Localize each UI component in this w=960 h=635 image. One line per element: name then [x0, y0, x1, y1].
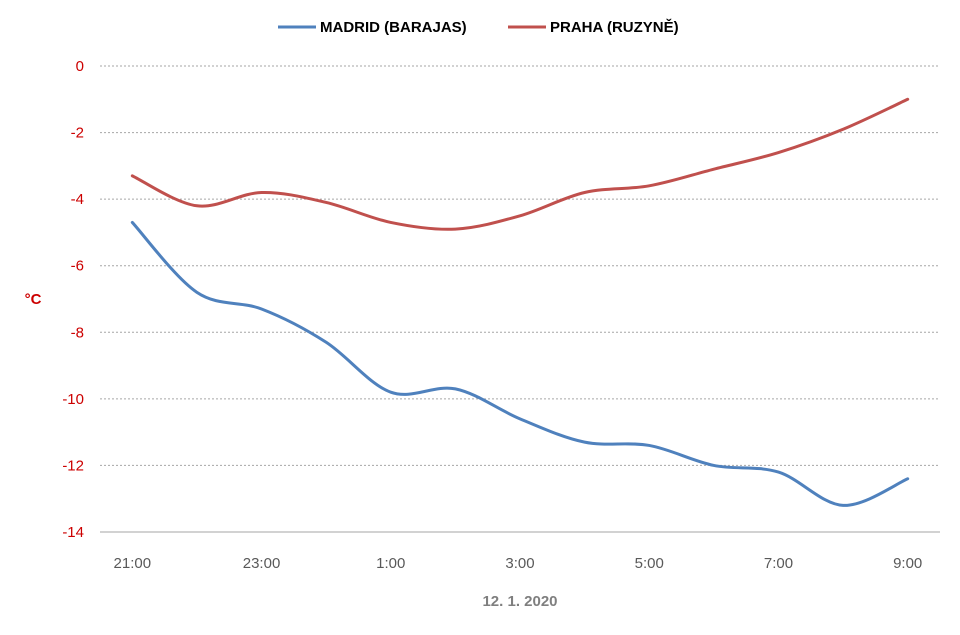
- y-tick-label: 0: [76, 58, 84, 75]
- legend-label: MADRID (BARAJAS): [320, 19, 467, 36]
- x-tick-label: 7:00: [764, 555, 793, 572]
- x-tick-label: 3:00: [505, 555, 534, 572]
- x-axis-label: 12. 1. 2020: [482, 593, 557, 610]
- series-line-1: [130, 97, 910, 231]
- y-tick-label: -10: [62, 391, 84, 408]
- y-tick-label: -6: [71, 258, 84, 275]
- series-lines: [130, 97, 910, 507]
- y-tick-label: -12: [62, 457, 84, 474]
- y-tick-label: -14: [62, 524, 84, 541]
- legend: MADRID (BARAJAS) PRAHA (RUZYNĚ): [278, 18, 679, 36]
- x-tick-label: 5:00: [635, 555, 664, 572]
- y-tick-label: -2: [71, 125, 84, 142]
- legend-label: PRAHA (RUZYNĚ): [550, 18, 679, 36]
- x-tick-label: 1:00: [376, 555, 405, 572]
- x-tick-label: 21:00: [114, 555, 152, 572]
- x-axis-ticks: 21:00 23:00 1:00 3:00 5:00 7:00 9:00: [114, 555, 923, 572]
- y-tick-label: -8: [71, 324, 84, 341]
- y-tick-label: -4: [71, 191, 84, 208]
- x-tick-label: 9:00: [893, 555, 922, 572]
- x-tick-label: 23:00: [243, 555, 281, 572]
- y-axis-ticks: 0 -2 -4 -6 -8 -10 -12 -14: [62, 58, 84, 541]
- y-axis-label: °C: [25, 291, 42, 308]
- series-line-0: [130, 220, 910, 507]
- gridlines: [100, 65, 940, 533]
